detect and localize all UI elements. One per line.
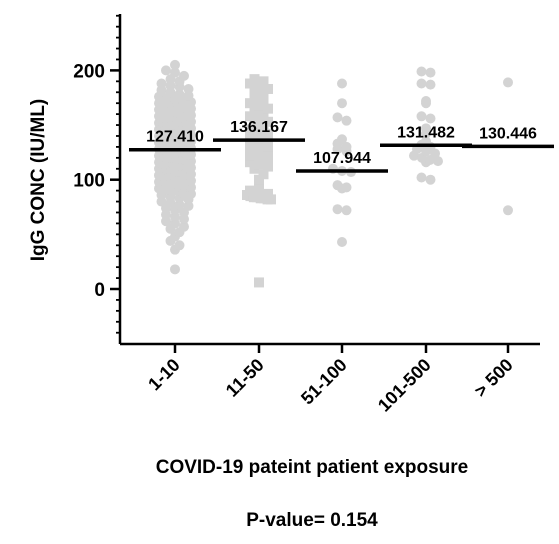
data-point	[258, 169, 269, 180]
data-point	[263, 148, 273, 159]
mean-value-label: 131.482	[397, 124, 455, 141]
x-tick-label: > 500	[470, 355, 516, 401]
data-point	[245, 137, 255, 148]
data-point	[341, 115, 352, 126]
data-point	[254, 146, 264, 157]
data-point	[258, 96, 269, 107]
data-point	[170, 264, 180, 275]
data-point	[416, 78, 427, 89]
y-tick-label: 200	[73, 61, 105, 82]
data-point	[249, 87, 260, 98]
data-point	[425, 174, 436, 185]
data-point	[245, 98, 255, 109]
data-point	[170, 67, 180, 78]
data-point	[263, 155, 273, 166]
data-point	[170, 59, 180, 70]
data-point	[245, 157, 255, 168]
data-point	[425, 67, 436, 78]
mean-value-label: 107.944	[313, 150, 371, 167]
data-point	[245, 144, 255, 155]
data-point	[263, 128, 273, 139]
data-point	[245, 185, 255, 196]
data-point	[416, 66, 427, 77]
data-point	[421, 123, 431, 134]
y-tick-label: 0	[94, 280, 105, 301]
data-point	[425, 79, 436, 90]
data-point	[258, 76, 269, 87]
data-point	[433, 156, 443, 167]
data-point	[245, 130, 255, 141]
data-point	[254, 114, 264, 125]
data-point	[341, 205, 352, 216]
data-point	[341, 182, 352, 193]
data-point	[254, 81, 264, 92]
data-point	[503, 205, 513, 216]
data-point	[249, 74, 260, 85]
data-point	[332, 180, 343, 191]
data-point	[254, 174, 264, 185]
mean-value-label: 136.167	[230, 119, 288, 136]
y-tick-label: 100	[73, 171, 105, 192]
data-point	[266, 194, 276, 205]
x-axis-label: COVID-19 pateint patient exposure	[156, 457, 469, 478]
data-point	[254, 133, 264, 144]
data-point	[503, 77, 513, 88]
data-point	[258, 89, 269, 100]
data-point	[258, 109, 269, 120]
data-point	[332, 112, 343, 123]
data-point	[341, 141, 352, 152]
data-point	[416, 111, 427, 122]
data-point	[156, 78, 167, 89]
data-point	[337, 134, 347, 145]
p-value-footnote: P-value= 0.154	[246, 510, 378, 531]
data-point	[263, 83, 273, 94]
data-point	[416, 172, 427, 183]
data-point	[174, 89, 185, 100]
axes-layer: 0 100 200 1-10 11-50 51-100 101-500 > 500	[73, 14, 540, 416]
data-point	[337, 78, 347, 89]
data-point	[337, 237, 347, 248]
data-point	[254, 187, 264, 198]
x-tick-label: 1-10	[144, 355, 184, 395]
data-point	[249, 92, 260, 103]
data-point	[263, 188, 273, 199]
data-point	[254, 152, 264, 163]
data-point	[263, 161, 273, 172]
mean-value-label: 127.410	[146, 129, 204, 146]
data-point	[245, 150, 255, 161]
data-point	[254, 139, 264, 150]
data-point	[258, 122, 269, 133]
data-point	[263, 103, 273, 114]
data-point	[263, 116, 273, 127]
data-points-layer	[154, 59, 513, 288]
data-point	[425, 113, 436, 124]
x-tick-label: 101-500	[374, 355, 435, 416]
mean-bars-layer: 127.410 136.167 107.944 131.482 130.446	[129, 119, 554, 173]
y-axis-label: IgG CONC (IU/ML)	[28, 99, 49, 262]
x-tick-label: 11-50	[222, 355, 268, 401]
data-point	[161, 65, 171, 76]
x-tick-label: 51-100	[297, 355, 351, 409]
data-point	[254, 180, 264, 191]
data-point	[337, 98, 347, 109]
data-point	[183, 83, 194, 94]
data-point	[249, 106, 260, 117]
data-point	[249, 120, 260, 131]
data-point	[179, 221, 189, 232]
mean-value-label: 130.446	[479, 125, 537, 142]
data-point	[174, 240, 185, 251]
data-point	[179, 70, 189, 81]
data-point	[263, 141, 273, 152]
data-point	[254, 277, 264, 288]
data-point	[254, 159, 264, 170]
data-point	[332, 204, 343, 215]
data-point	[421, 96, 431, 107]
